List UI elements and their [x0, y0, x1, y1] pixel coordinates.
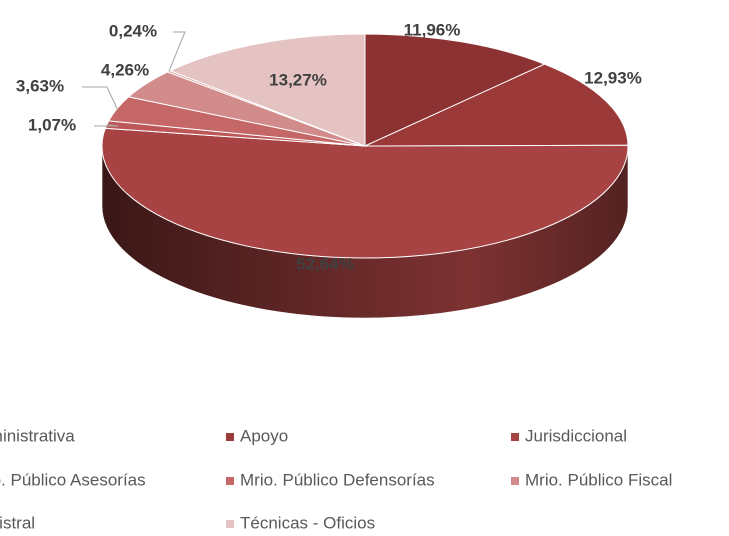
legend-swatch	[226, 433, 234, 441]
data-label: 4,26%	[101, 60, 149, 79]
legend-swatch	[511, 477, 519, 485]
data-label: 13,27%	[269, 70, 327, 89]
legend-label: Administrativa	[0, 426, 75, 445]
legend-label: Jurisdiccional	[525, 426, 627, 445]
slice	[168, 33, 366, 147]
leader-line	[168, 31, 186, 72]
legend-label: Mrio. Público Fiscal	[525, 470, 672, 489]
data-label: 12,93%	[584, 68, 642, 87]
slice	[101, 127, 629, 259]
legend-label: Técnicas - Oficios	[240, 513, 375, 532]
legend-label: Mrio. Público Defensorías	[240, 470, 435, 489]
data-label: 52,64%	[296, 254, 354, 273]
legend-label: Registral	[0, 513, 35, 532]
slice	[364, 63, 629, 147]
data-label: 1,07%	[28, 115, 76, 134]
legend-label: Apoyo	[240, 426, 288, 445]
leader-line	[82, 86, 118, 109]
legend-swatch	[226, 520, 234, 528]
data-label: 0,24%	[109, 21, 157, 40]
legend-swatch	[511, 433, 519, 441]
legend-swatch	[226, 477, 234, 485]
legend-label: Mrio. Público Asesorías	[0, 470, 146, 489]
slice	[364, 33, 546, 147]
data-label: 3,63%	[16, 76, 64, 95]
data-label: 11,96%	[404, 20, 461, 39]
leader-line	[94, 124, 120, 127]
